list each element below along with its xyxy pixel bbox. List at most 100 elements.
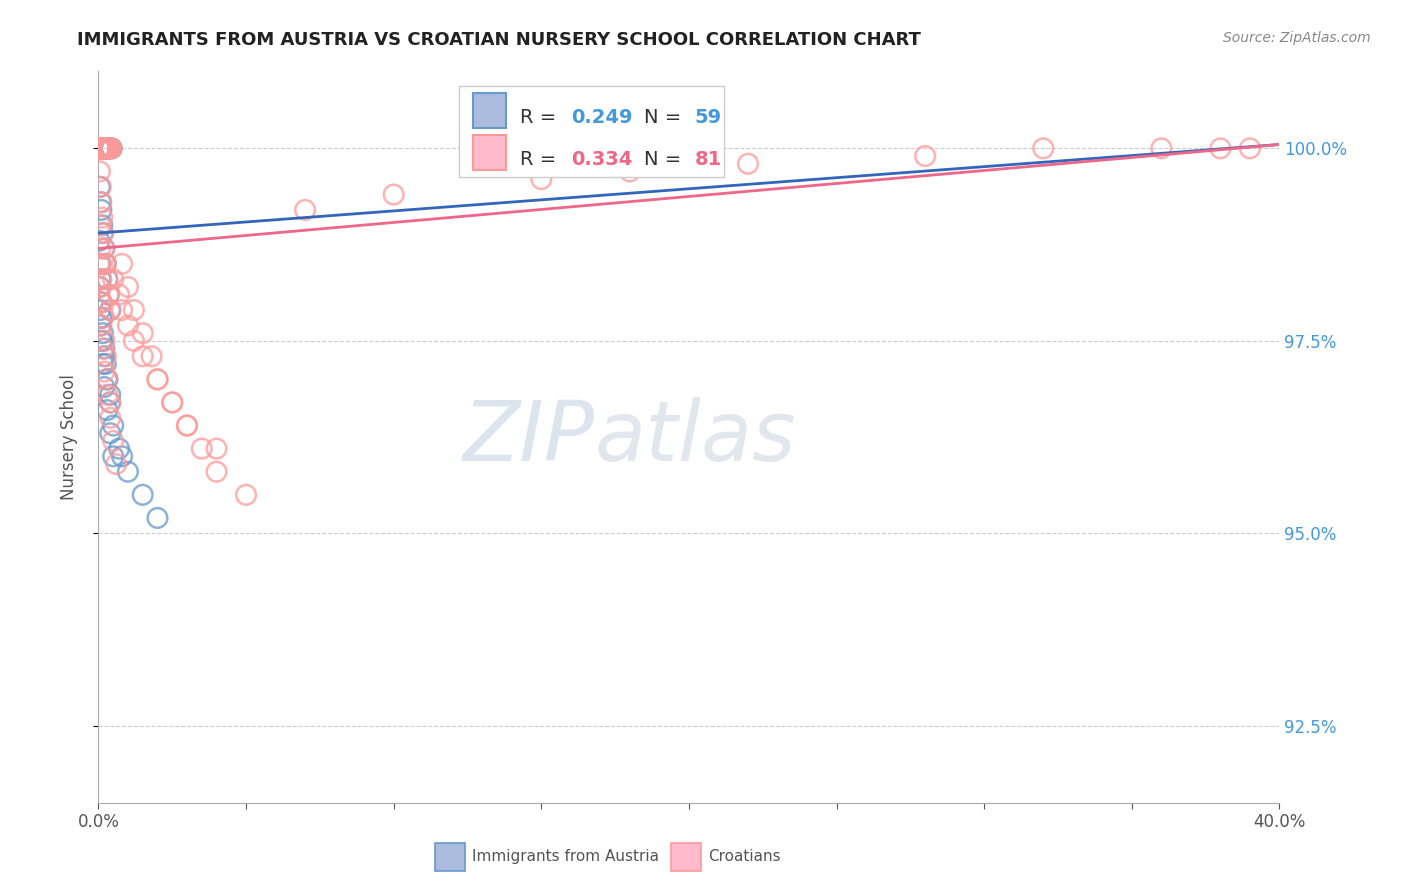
- Point: [94, 141, 117, 155]
- Point: [91, 334, 114, 348]
- Point: [89, 303, 111, 318]
- Point: [89, 141, 111, 155]
- Point: [103, 418, 125, 433]
- Point: [89, 141, 111, 155]
- Point: [90, 318, 112, 333]
- Point: [132, 349, 155, 363]
- Point: [91, 211, 114, 225]
- Point: [96, 272, 118, 286]
- FancyBboxPatch shape: [458, 86, 724, 178]
- Point: [89, 164, 111, 178]
- Point: [94, 141, 117, 155]
- Point: [191, 442, 214, 456]
- Point: [91, 141, 114, 155]
- Point: [89, 257, 111, 271]
- Point: [90, 334, 112, 348]
- Point: [98, 141, 121, 155]
- Point: [91, 326, 114, 340]
- Point: [89, 257, 111, 271]
- Point: [94, 357, 117, 371]
- Point: [93, 365, 115, 379]
- Point: [146, 372, 169, 386]
- Point: [91, 219, 114, 233]
- Point: [94, 141, 117, 155]
- Point: [89, 141, 111, 155]
- Point: [96, 141, 118, 155]
- Point: [1239, 141, 1261, 155]
- Point: [89, 141, 111, 155]
- Point: [91, 310, 114, 325]
- Text: N =: N =: [644, 108, 688, 127]
- Point: [94, 257, 117, 271]
- Point: [100, 141, 122, 155]
- Point: [90, 195, 112, 210]
- Point: [91, 310, 114, 325]
- Point: [93, 380, 115, 394]
- Point: [89, 179, 111, 194]
- Text: 81: 81: [695, 150, 723, 169]
- Point: [105, 457, 128, 471]
- Text: 0.334: 0.334: [571, 150, 633, 169]
- Point: [103, 434, 125, 448]
- Point: [205, 465, 228, 479]
- Point: [1209, 141, 1232, 155]
- Point: [97, 141, 120, 155]
- Point: [93, 349, 115, 363]
- Text: atlas: atlas: [595, 397, 796, 477]
- FancyBboxPatch shape: [671, 843, 700, 871]
- Point: [93, 242, 115, 256]
- Text: R =: R =: [520, 150, 562, 169]
- Point: [91, 226, 114, 240]
- Point: [96, 372, 118, 386]
- Point: [93, 141, 115, 155]
- Point: [93, 334, 115, 348]
- Text: Source: ZipAtlas.com: Source: ZipAtlas.com: [1223, 31, 1371, 45]
- Point: [89, 280, 111, 294]
- Y-axis label: Nursery School: Nursery School: [59, 374, 77, 500]
- Point: [294, 202, 316, 217]
- Point: [89, 280, 111, 294]
- Point: [146, 511, 169, 525]
- Point: [176, 418, 198, 433]
- Point: [98, 303, 121, 318]
- Point: [1032, 141, 1054, 155]
- Point: [98, 395, 121, 409]
- Text: R =: R =: [520, 108, 562, 127]
- Point: [91, 141, 114, 155]
- Point: [97, 141, 120, 155]
- Point: [90, 141, 112, 155]
- Point: [91, 295, 114, 310]
- Point: [97, 287, 120, 301]
- Point: [382, 187, 405, 202]
- Text: IMMIGRANTS FROM AUSTRIA VS CROATIAN NURSERY SCHOOL CORRELATION CHART: IMMIGRANTS FROM AUSTRIA VS CROATIAN NURS…: [77, 31, 921, 49]
- Point: [103, 450, 125, 464]
- Point: [1150, 141, 1173, 155]
- Point: [117, 318, 139, 333]
- Point: [93, 141, 115, 155]
- Point: [98, 388, 121, 402]
- Point: [98, 410, 121, 425]
- Point: [90, 141, 112, 155]
- Point: [90, 310, 112, 325]
- Point: [162, 395, 183, 409]
- Point: [176, 418, 198, 433]
- Point: [96, 141, 118, 155]
- FancyBboxPatch shape: [472, 135, 506, 170]
- Point: [93, 141, 115, 155]
- Point: [91, 226, 114, 240]
- Point: [87, 141, 110, 155]
- Point: [89, 242, 111, 256]
- FancyBboxPatch shape: [434, 843, 464, 871]
- Point: [103, 272, 125, 286]
- Point: [89, 141, 111, 155]
- Point: [117, 465, 139, 479]
- Point: [619, 164, 641, 178]
- Point: [96, 403, 118, 417]
- Point: [93, 242, 115, 256]
- Point: [89, 219, 111, 233]
- Point: [91, 342, 114, 356]
- Point: [132, 326, 155, 340]
- Point: [97, 141, 120, 155]
- Point: [91, 141, 114, 155]
- Point: [111, 303, 134, 318]
